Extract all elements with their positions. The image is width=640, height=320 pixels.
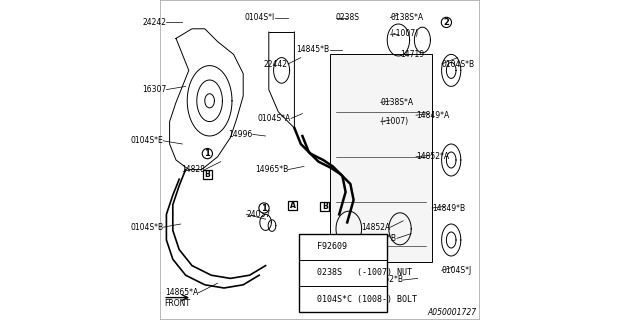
Text: 0104S*C (1008-) BOLT: 0104S*C (1008-) BOLT [317,295,417,304]
Bar [203,170,212,179]
Text: 24037: 24037 [246,210,271,219]
Text: 1: 1 [204,149,211,158]
Text: 0138S*A: 0138S*A [390,13,424,22]
Text: 14852*B: 14852*B [370,276,403,284]
Text: 0104S*E: 0104S*E [131,136,163,145]
Text: 0104S*A: 0104S*A [258,114,291,123]
Text: 14996: 14996 [228,130,253,139]
Circle shape [346,273,356,284]
Text: 3: 3 [305,295,310,304]
Bar [288,201,297,210]
Text: 14845*B: 14845*B [296,45,330,54]
Bar [300,234,387,312]
Text: 0104S*B: 0104S*B [442,60,475,68]
Text: 0138S*A: 0138S*A [381,98,414,107]
Text: 0138S*B: 0138S*B [364,234,397,243]
Text: 14849*A: 14849*A [416,111,449,120]
Text: (-1007): (-1007) [381,117,409,126]
Text: A050001727: A050001727 [428,308,477,317]
Text: 0238S: 0238S [306,276,330,284]
Text: A: A [290,201,296,210]
Circle shape [302,242,312,252]
Text: FRONT: FRONT [164,299,191,308]
Text: (-1007): (-1007) [390,29,419,38]
Text: B: B [205,170,210,179]
Text: 14852*A: 14852*A [416,152,449,161]
Text: 14865*A: 14865*A [165,288,198,297]
Circle shape [259,203,269,213]
Text: 14828: 14828 [181,165,205,174]
Text: 2: 2 [444,18,449,27]
Text: 0104S*B: 0104S*B [130,223,163,232]
Text: 0238S   (-1007) NUT: 0238S (-1007) NUT [317,268,412,277]
Text: 0104S*I: 0104S*I [245,13,275,22]
Text: 1: 1 [305,243,310,252]
Text: A: A [348,288,353,297]
Text: 14852A: 14852A [361,223,390,232]
Text: 2: 2 [305,268,310,277]
Text: 0104S*J: 0104S*J [442,266,472,275]
Bar [346,288,355,297]
Bar [330,54,432,262]
Text: 22442: 22442 [264,60,288,68]
Circle shape [202,148,212,159]
Circle shape [302,294,312,304]
Text: B: B [322,202,328,211]
Text: F92609: F92609 [317,243,347,252]
Circle shape [442,17,452,28]
Text: 1: 1 [348,274,354,283]
Text: 14845*A: 14845*A [303,237,336,246]
Text: 16307: 16307 [142,85,166,94]
Text: 14719: 14719 [400,50,424,59]
Circle shape [302,268,312,278]
Bar [321,202,329,211]
Text: 0238S: 0238S [336,13,360,22]
Text: 24242: 24242 [143,18,166,27]
Text: 1: 1 [261,204,267,212]
Text: 14849*B: 14849*B [432,204,465,212]
Text: 14965*B: 14965*B [255,165,288,174]
